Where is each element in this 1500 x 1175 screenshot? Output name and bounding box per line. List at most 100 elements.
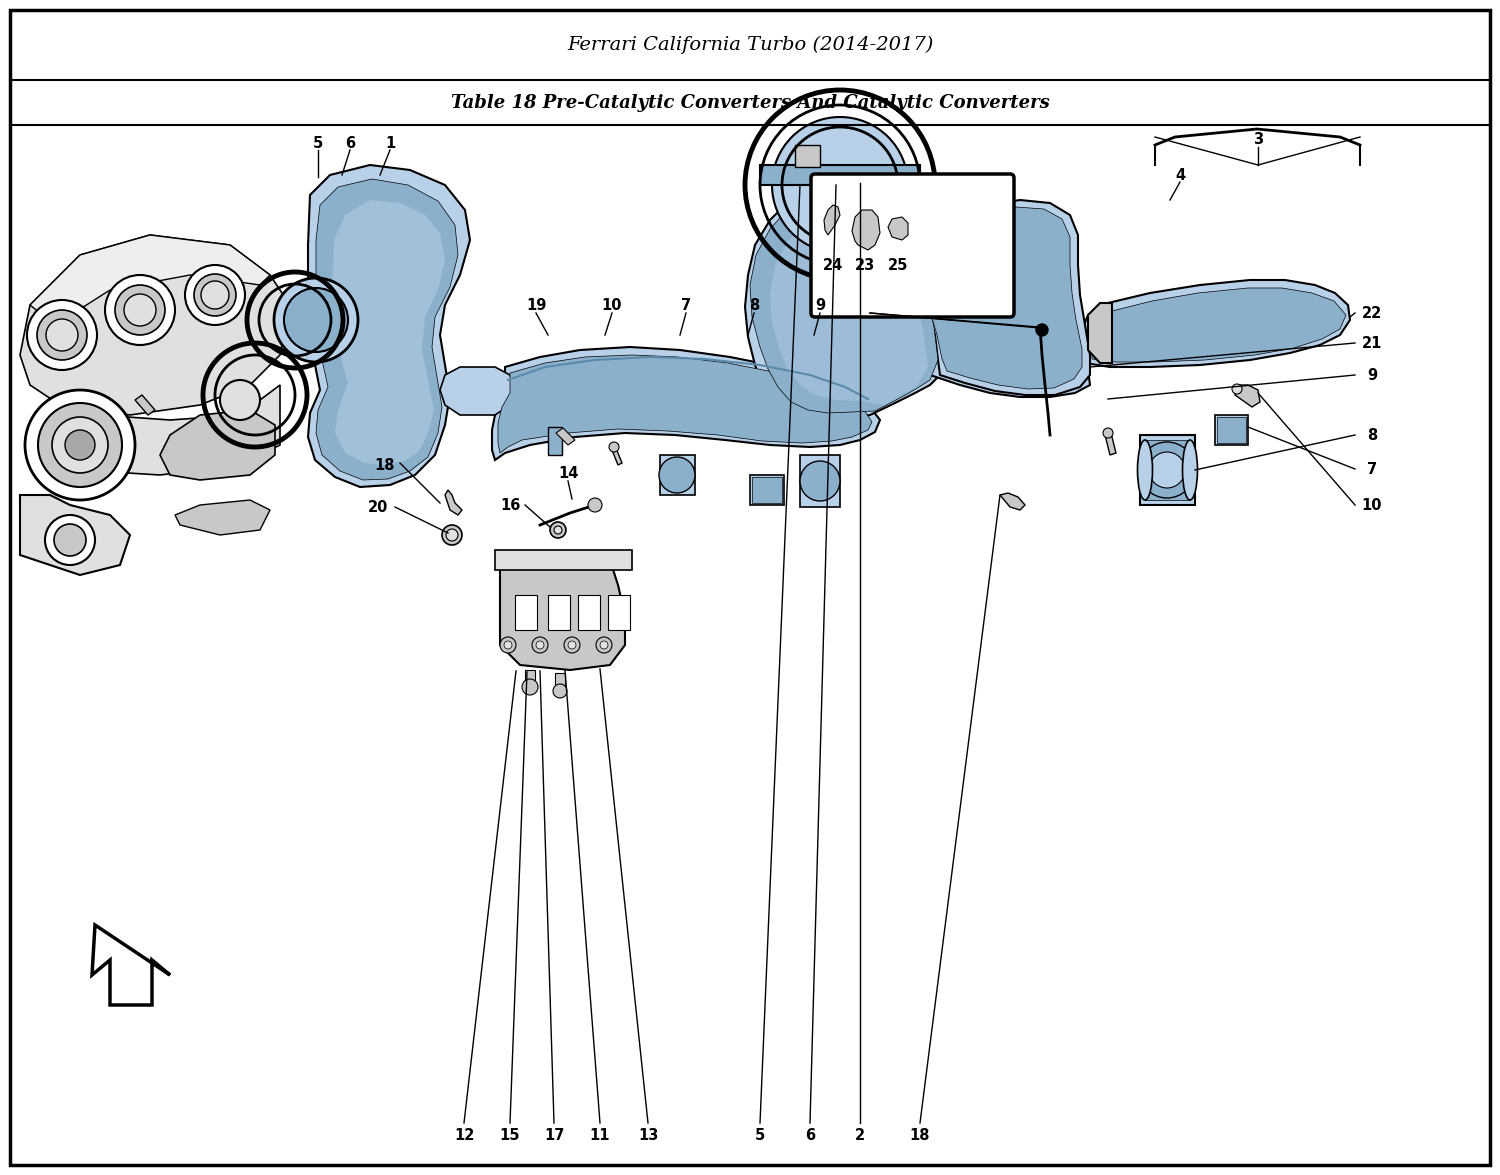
Text: 20: 20 <box>368 499 388 515</box>
Circle shape <box>568 642 576 649</box>
Circle shape <box>532 637 548 653</box>
Circle shape <box>800 461 840 501</box>
FancyBboxPatch shape <box>812 174 1014 317</box>
Text: 12: 12 <box>454 1128 474 1142</box>
Polygon shape <box>746 177 945 419</box>
Text: 15: 15 <box>500 1128 520 1142</box>
Text: 23: 23 <box>855 257 874 273</box>
Circle shape <box>1138 442 1196 498</box>
Circle shape <box>609 442 619 452</box>
Polygon shape <box>926 200 1090 395</box>
Circle shape <box>500 637 516 653</box>
Text: 8: 8 <box>1366 428 1377 443</box>
Text: 3: 3 <box>1252 133 1263 148</box>
Polygon shape <box>316 179 458 481</box>
Circle shape <box>27 300 98 370</box>
Polygon shape <box>800 455 840 506</box>
Polygon shape <box>514 595 537 630</box>
Circle shape <box>658 457 694 493</box>
Circle shape <box>105 275 176 345</box>
Circle shape <box>536 642 544 649</box>
Circle shape <box>554 526 562 533</box>
Text: 5: 5 <box>754 1128 765 1142</box>
Polygon shape <box>824 204 840 235</box>
Text: 7: 7 <box>681 297 692 313</box>
Circle shape <box>588 498 602 512</box>
Polygon shape <box>1140 435 1196 505</box>
Text: 16: 16 <box>500 497 520 512</box>
Text: 25: 25 <box>888 257 908 273</box>
Polygon shape <box>135 395 154 415</box>
Text: 14: 14 <box>558 465 578 481</box>
Circle shape <box>46 318 78 351</box>
Text: 13: 13 <box>638 1128 658 1142</box>
Circle shape <box>442 525 462 545</box>
Polygon shape <box>176 501 270 535</box>
Text: 10: 10 <box>602 297 622 313</box>
Circle shape <box>54 524 86 556</box>
Text: Ferrari California Turbo (2014-2017): Ferrari California Turbo (2014-2017) <box>567 36 933 54</box>
Polygon shape <box>888 217 908 240</box>
Polygon shape <box>1216 417 1246 443</box>
Text: 1: 1 <box>386 135 394 150</box>
Circle shape <box>1149 452 1185 488</box>
Text: 9: 9 <box>1366 368 1377 383</box>
Circle shape <box>274 278 358 362</box>
Circle shape <box>284 288 348 352</box>
Polygon shape <box>92 925 170 1005</box>
Polygon shape <box>608 595 630 630</box>
Circle shape <box>45 515 94 565</box>
Circle shape <box>26 390 135 501</box>
Text: 6: 6 <box>806 1128 814 1142</box>
Text: 19: 19 <box>526 297 546 313</box>
Circle shape <box>550 522 566 538</box>
Circle shape <box>522 679 538 694</box>
Polygon shape <box>752 477 782 503</box>
Circle shape <box>596 637 612 653</box>
Circle shape <box>53 417 108 474</box>
Text: 11: 11 <box>590 1128 610 1142</box>
Circle shape <box>446 529 458 540</box>
Text: 8: 8 <box>748 297 759 313</box>
Polygon shape <box>308 165 470 486</box>
Text: 6: 6 <box>345 135 355 150</box>
Circle shape <box>554 684 567 698</box>
Polygon shape <box>928 207 1082 389</box>
Polygon shape <box>795 145 820 167</box>
Circle shape <box>64 430 94 459</box>
Polygon shape <box>1106 434 1116 455</box>
Circle shape <box>600 642 608 649</box>
Circle shape <box>504 642 512 649</box>
Polygon shape <box>446 490 462 515</box>
Polygon shape <box>1144 439 1190 501</box>
Circle shape <box>124 294 156 325</box>
Polygon shape <box>500 555 626 670</box>
Text: 24: 24 <box>824 257 843 273</box>
Polygon shape <box>1215 415 1248 445</box>
Polygon shape <box>660 455 694 495</box>
Circle shape <box>772 118 908 253</box>
Polygon shape <box>760 165 920 184</box>
Polygon shape <box>160 410 274 481</box>
Text: 10: 10 <box>1362 497 1383 512</box>
Polygon shape <box>750 475 784 505</box>
Text: Table 18 Pre-Catalytic Converters And Catalytic Converters: Table 18 Pre-Catalytic Converters And Ca… <box>450 94 1050 112</box>
Polygon shape <box>1088 303 1112 363</box>
Polygon shape <box>578 595 600 630</box>
Polygon shape <box>770 203 928 405</box>
Polygon shape <box>20 495 130 575</box>
Text: 2: 2 <box>855 1128 865 1142</box>
Text: 18: 18 <box>909 1128 930 1142</box>
Circle shape <box>194 274 236 316</box>
Text: 21: 21 <box>1362 336 1382 350</box>
Polygon shape <box>495 550 632 570</box>
Ellipse shape <box>1182 439 1197 501</box>
Polygon shape <box>556 428 574 445</box>
Circle shape <box>38 403 122 486</box>
Polygon shape <box>1234 385 1260 407</box>
Polygon shape <box>440 367 515 415</box>
Polygon shape <box>1000 494 1024 510</box>
Circle shape <box>1036 324 1048 336</box>
Polygon shape <box>498 355 872 454</box>
Circle shape <box>564 637 580 653</box>
